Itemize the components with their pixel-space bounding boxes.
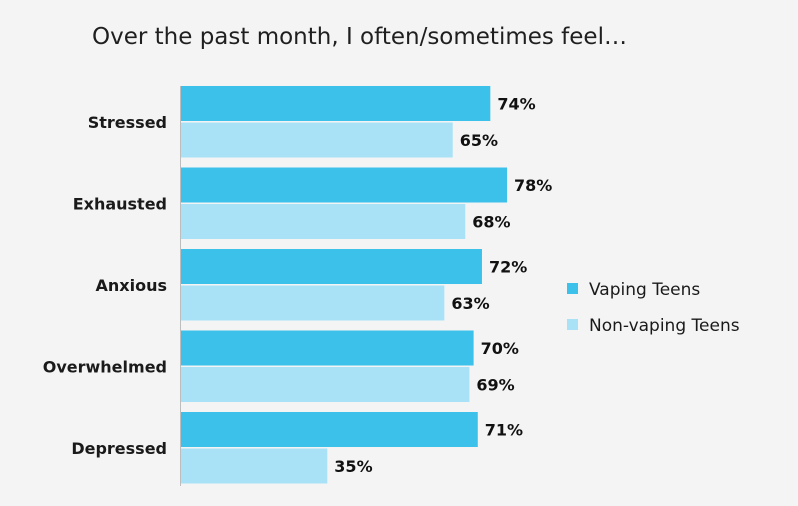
legend-swatch-non-vaping-teens (567, 319, 578, 330)
value-label-exhausted-non-vaping-teens: 68% (472, 213, 510, 232)
category-label-anxious: Anxious (96, 276, 167, 295)
bar-overwhelmed-non-vaping-teens (181, 367, 470, 402)
legend-label-vaping-teens: Vaping Teens (589, 280, 700, 300)
value-label-depressed-vaping-teens: 71% (485, 421, 523, 440)
category-label-stressed: Stressed (88, 113, 167, 132)
legend-label-non-vaping-teens: Non-vaping Teens (589, 316, 740, 336)
bar-stressed-non-vaping-teens (181, 122, 453, 158)
category-labels: Stressed Exhausted Anxious Overwhelmed Depre… (43, 113, 167, 458)
bar-overwhelmed-vaping-teens (181, 330, 474, 366)
category-label-depressed: Depressed (71, 439, 167, 458)
bar-stressed-vaping-teens (181, 86, 491, 121)
bar-anxious-vaping-teens (181, 249, 482, 284)
legend-swatch-vaping-teens (567, 283, 578, 294)
bar-exhausted-vaping-teens (181, 167, 508, 203)
bar-exhausted-non-vaping-teens (181, 204, 466, 239)
value-label-anxious-vaping-teens: 72% (489, 258, 527, 277)
value-label-overwhelmed-vaping-teens: 70% (481, 339, 519, 358)
bars-layer: 74% 65% 78%68% 72%63% 70% 69% 71% 35% (181, 86, 552, 484)
category-label-overwhelmed: Overwhelmed (43, 357, 167, 376)
value-label-depressed-non-vaping-teens: 35% (334, 457, 372, 476)
legend: Vaping Teens Non-vaping Teens (567, 280, 740, 336)
bar-depressed-non-vaping-teens (181, 448, 328, 484)
bar-anxious-non-vaping-teens (181, 285, 445, 321)
value-label-stressed-vaping-teens: 74% (497, 95, 535, 114)
category-label-exhausted: Exhausted (73, 194, 167, 213)
bar-depressed-vaping-teens (181, 412, 478, 447)
value-label-exhausted-vaping-teens: 78% (514, 176, 552, 195)
chart-title: Over the past month, I often/sometimes f… (92, 24, 627, 50)
value-label-stressed-non-vaping-teens: 65% (460, 131, 498, 150)
value-label-anxious-non-vaping-teens: 63% (451, 294, 489, 313)
value-label-overwhelmed-non-vaping-teens: 69% (476, 376, 514, 395)
